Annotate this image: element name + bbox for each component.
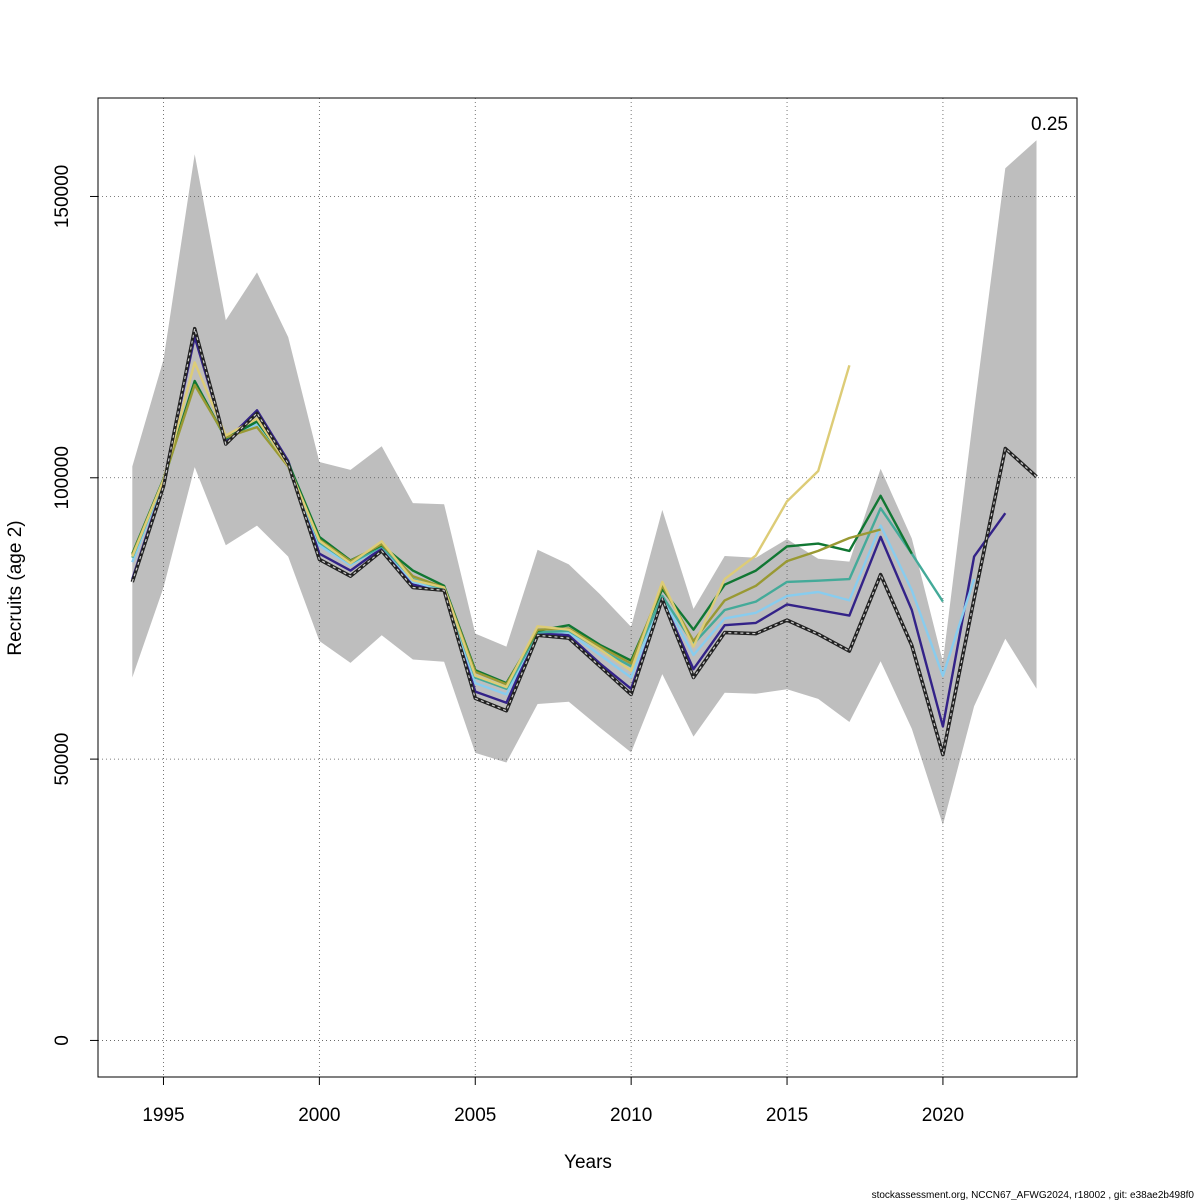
x-tick-label-2005: 2005 [454,1105,496,1126]
x-tick-label-1995: 1995 [142,1105,184,1126]
y-tick-label-0: 0 [52,1035,73,1046]
plot-frame [97,97,1078,1078]
footer-credit: stockassessment.org, NCCN67_AFWG2024, r1… [872,1190,1195,1200]
series-line-5 [131,383,881,686]
x-tick-label-2010: 2010 [610,1105,652,1126]
y-tick-label-100000: 100000 [52,446,73,509]
x-axis-title: Years [564,1152,612,1173]
y-tick-label-150000: 150000 [52,165,73,228]
confidence-band-layer [132,140,1037,825]
x-tick-label-2000: 2000 [298,1105,340,1126]
series-line-6 [131,361,851,689]
series-layer [130,326,1038,757]
x-tick-label-2015: 2015 [766,1105,808,1126]
x-tick-label-2020: 2020 [922,1105,964,1126]
y-axis-title: Recruits (age 2) [5,520,26,655]
axis-layer: 1995 2000 2005 2010 2015 2020 0 50000 100000 1500… [52,165,964,1126]
peel-annotation: 0.25 [1031,114,1068,135]
confidence-band [132,140,1037,825]
series-line-0-top-dash [131,328,1037,755]
y-tick-label-50000: 50000 [52,733,73,786]
